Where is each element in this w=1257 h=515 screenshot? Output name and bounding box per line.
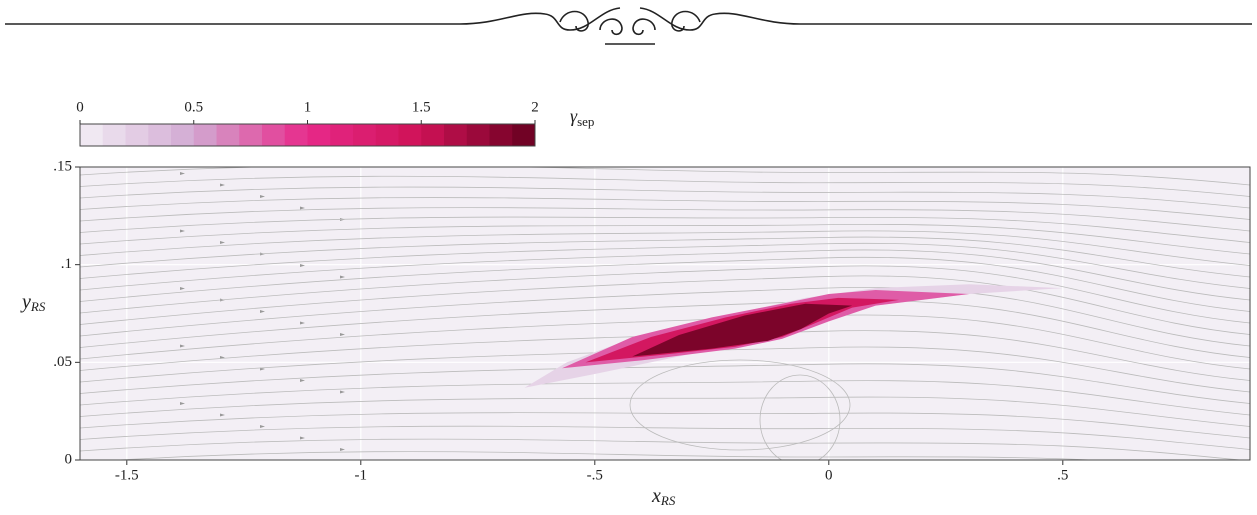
colorbar-step — [512, 124, 536, 146]
streamline — [80, 438, 1244, 460]
plot-frame — [79, 166, 1251, 461]
stream-arrow — [180, 402, 185, 405]
x-tick-label: 0 — [825, 467, 833, 483]
plot-background — [80, 167, 1250, 460]
streamline — [80, 186, 1250, 209]
streamline — [80, 236, 1250, 278]
stream-arrow — [180, 172, 185, 175]
recirculation — [759, 374, 841, 460]
colorbar-step — [102, 124, 126, 146]
y-tick-label: 0 — [65, 451, 73, 467]
colorbar-step — [125, 124, 149, 146]
streamline — [80, 425, 1250, 450]
colorbar-tick-label: 1 — [304, 99, 312, 115]
stream-arrow — [300, 379, 305, 382]
streamline — [80, 256, 1250, 312]
x-tick-label: .5 — [1057, 467, 1068, 483]
y-tick-label: .15 — [53, 158, 72, 174]
contour — [632, 303, 853, 357]
y-axis-label: yRS — [20, 291, 46, 314]
colorbar-step — [171, 124, 195, 146]
recirculation — [629, 359, 851, 451]
streamline — [80, 363, 1250, 404]
colorbar-step — [148, 124, 172, 146]
colorbar-step — [489, 124, 513, 146]
colorbar-step — [398, 124, 422, 146]
colorbar-step — [421, 124, 445, 146]
stream-arrow — [300, 206, 305, 210]
x-label-sub: RS — [660, 493, 676, 508]
colorbar-label: γsep — [570, 106, 594, 129]
x-tick-label: -1 — [355, 467, 368, 483]
stream-arrow — [220, 241, 225, 244]
stream-arrow — [340, 275, 345, 279]
colorbar-step — [262, 124, 286, 146]
cb-label-sub: sep — [577, 114, 594, 129]
y-label: y — [20, 291, 31, 313]
stream-arrow — [300, 321, 305, 325]
streamline — [80, 207, 1250, 232]
streamline — [80, 242, 1250, 289]
streamline — [80, 265, 1250, 324]
stream-arrow — [340, 333, 345, 336]
streamline — [80, 396, 1250, 427]
streamline — [80, 380, 1250, 416]
stream-arrow — [340, 390, 345, 394]
stream-arrow — [180, 229, 185, 233]
x-tick-label: -1.5 — [115, 467, 139, 483]
colorbar-step — [80, 124, 104, 146]
colorbar-step — [239, 124, 263, 146]
colorbar-step — [193, 124, 217, 146]
stream-arrow — [260, 425, 265, 428]
stream-arrow — [260, 195, 265, 198]
streamline — [80, 230, 1250, 266]
colorbar-step — [330, 124, 354, 146]
stream-arrow — [180, 344, 185, 348]
colorbar-step — [353, 124, 377, 146]
colorbar-step — [466, 124, 490, 146]
streamline — [80, 216, 1250, 243]
colorbar-tick-label: 0.5 — [184, 99, 203, 115]
stream-arrow — [340, 448, 345, 451]
colorbar-step — [216, 124, 240, 146]
x-label: x — [651, 485, 661, 507]
streamline — [80, 346, 1250, 393]
streamline — [80, 287, 1250, 347]
x-tick-label: -.5 — [587, 467, 603, 483]
y-tick-label: .05 — [53, 354, 72, 370]
colorbar-tick-label: 0 — [76, 99, 84, 115]
colorbar-step — [284, 124, 308, 146]
streamline — [80, 167, 1250, 186]
y-tick-label: .1 — [61, 256, 72, 272]
streamline — [80, 197, 1250, 220]
colorbar-step — [375, 124, 399, 146]
x-axis-label: xRS — [651, 485, 676, 508]
colorbar-tick-label: 2 — [531, 99, 539, 115]
stream-arrow — [220, 183, 225, 187]
streamline — [80, 412, 1250, 439]
colorbar-step — [307, 124, 331, 146]
stream-arrow — [300, 264, 305, 267]
stream-arrow — [300, 436, 305, 440]
stream-arrow — [220, 413, 225, 417]
colorbar-tick-label: 1.5 — [412, 99, 431, 115]
streamline — [113, 451, 1099, 460]
streamline — [80, 175, 1250, 197]
y-label-sub: RS — [30, 299, 46, 314]
stream-arrow — [180, 287, 185, 290]
cb-label: γ — [570, 106, 578, 126]
streamline — [80, 249, 1250, 301]
ornament — [5, 7, 1252, 45]
streamline — [80, 223, 1250, 255]
stream-arrow — [260, 310, 265, 313]
colorbar-step — [444, 124, 468, 146]
streamline — [80, 300, 1250, 358]
streamline — [80, 275, 1250, 335]
